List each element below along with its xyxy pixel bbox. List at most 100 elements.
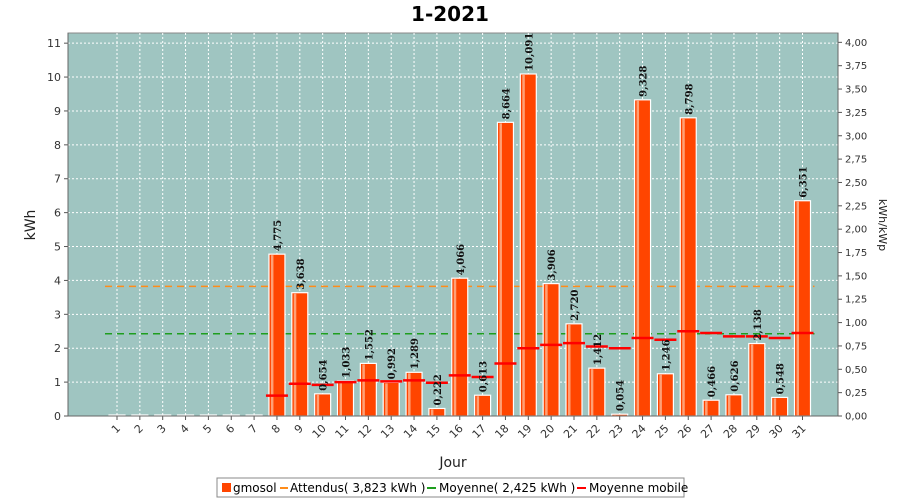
data-label: 3,638 xyxy=(296,258,307,289)
bar xyxy=(496,121,515,417)
bar-highlight xyxy=(430,409,434,416)
bar xyxy=(542,283,560,417)
bar xyxy=(565,323,583,417)
legend-box xyxy=(216,477,685,498)
bar-highlight xyxy=(362,364,365,416)
bar xyxy=(702,399,720,417)
bar xyxy=(474,394,492,417)
x-tick-label: 24 xyxy=(630,422,649,441)
y2-tick-label: 2,75 xyxy=(845,155,867,166)
bar xyxy=(748,342,766,417)
bar-highlight xyxy=(636,100,640,416)
bar-highlight xyxy=(659,374,662,416)
bar xyxy=(359,362,377,417)
x-tick-label: 9 xyxy=(292,422,306,436)
data-label: 1,289 xyxy=(410,338,421,369)
bar xyxy=(336,380,355,417)
y-tick-label: 7 xyxy=(54,173,61,186)
x-tick-label: 8 xyxy=(269,422,283,436)
bar-highlight xyxy=(773,398,777,416)
y-tick-label: 9 xyxy=(54,105,61,118)
y2-tick-label: 2,00 xyxy=(845,225,867,236)
bar xyxy=(291,292,309,417)
legend-label-moyenne: Moyenne( 2,425 kWh ) xyxy=(439,481,575,495)
data-label: 2,720 xyxy=(570,289,581,320)
legend: gmosol Attendus( 3,823 kWh ) Moyenne( 2,… xyxy=(216,477,688,498)
y2-tick-label: 0,25 xyxy=(845,388,867,399)
data-label: 0,613 xyxy=(479,361,490,392)
data-label: 1,412 xyxy=(593,334,604,365)
bar-highlight xyxy=(590,369,594,416)
bar-highlight xyxy=(522,74,525,417)
x-tick-label: 18 xyxy=(492,422,511,441)
data-label: 0,222 xyxy=(433,374,444,405)
bar xyxy=(771,396,789,417)
x-tick-label: 29 xyxy=(744,422,763,441)
y-tick-label: 5 xyxy=(54,241,61,254)
bar-highlight xyxy=(682,118,685,416)
bar xyxy=(656,373,675,417)
data-label: 10,091 xyxy=(524,33,535,71)
x-tick-label: 6 xyxy=(223,422,237,436)
y-axis: 0 1 2 3 4 5 6 7 8 9 10 11 xyxy=(47,33,69,423)
bar xyxy=(519,73,537,417)
y-tick-label: 10 xyxy=(47,71,61,84)
bar xyxy=(451,277,469,417)
data-label: 3,906 xyxy=(547,249,558,280)
y2-tick-label: 2,50 xyxy=(845,178,867,189)
x-tick-label: 15 xyxy=(424,422,443,441)
bar xyxy=(405,371,423,417)
bar xyxy=(382,381,400,417)
bar-highlight xyxy=(705,401,708,416)
x-tick-label: 28 xyxy=(721,422,740,441)
y2-tick-label: 1,50 xyxy=(845,271,867,282)
data-label: 0,992 xyxy=(387,348,398,379)
data-label: 2,138 xyxy=(753,309,764,340)
bar-highlight xyxy=(545,284,548,416)
x-axis-label: Jour xyxy=(438,455,467,471)
bar-highlight xyxy=(339,381,342,416)
y-axis-label: kWh xyxy=(23,210,39,241)
data-label: 0,054 xyxy=(616,380,627,411)
data-labels: 4,775 3,638 0,654 1,033 1,552 0,992 1,289 0,222… xyxy=(273,33,810,411)
bar xyxy=(268,253,286,417)
x-tick-label: 21 xyxy=(561,422,580,441)
y2-tick-label: 3,25 xyxy=(845,108,867,119)
bar xyxy=(633,99,652,417)
y-tick-label: 4 xyxy=(54,274,61,287)
legend-swatch-gmosol xyxy=(222,483,231,492)
y2-tick-label: 1,75 xyxy=(845,248,867,259)
x-tick-label: 30 xyxy=(767,422,786,441)
chart-title: 1-2021 xyxy=(411,2,489,26)
data-label: 4,775 xyxy=(273,220,284,251)
y2-tick-label: 0,75 xyxy=(845,341,867,352)
bar-highlight xyxy=(408,373,411,416)
x-tick-label: 2 xyxy=(132,422,146,436)
y2-axis-label: kWh/kWp xyxy=(876,199,889,251)
data-label: 8,798 xyxy=(684,83,695,114)
x-tick-label: 27 xyxy=(698,422,717,441)
bar-highlight xyxy=(499,123,502,417)
x-tick-label: 13 xyxy=(378,422,397,441)
bar-highlight xyxy=(316,394,320,416)
y-tick-label: 11 xyxy=(47,37,61,50)
x-tick-label: 5 xyxy=(200,422,214,436)
bar xyxy=(588,367,606,417)
x-tick-label: 26 xyxy=(675,422,694,441)
x-tick-label: 10 xyxy=(310,422,329,441)
y2-tick-label: 3,00 xyxy=(845,131,867,142)
x-tick-label: 31 xyxy=(790,422,809,441)
bar-highlight xyxy=(293,293,297,416)
x-tick-label: 1 xyxy=(109,422,123,436)
y2-tick-label: 4,00 xyxy=(845,38,867,49)
bar-highlight xyxy=(453,279,457,416)
data-label: 4,066 xyxy=(456,244,467,275)
data-label: 0,654 xyxy=(319,359,330,390)
x-tick-label: 7 xyxy=(246,422,260,436)
x-tick-label: 22 xyxy=(584,422,603,441)
data-label: 0,466 xyxy=(707,366,718,397)
y2-tick-label: 3,75 xyxy=(845,61,867,72)
bar xyxy=(314,393,332,417)
y-tick-label: 2 xyxy=(54,342,61,355)
